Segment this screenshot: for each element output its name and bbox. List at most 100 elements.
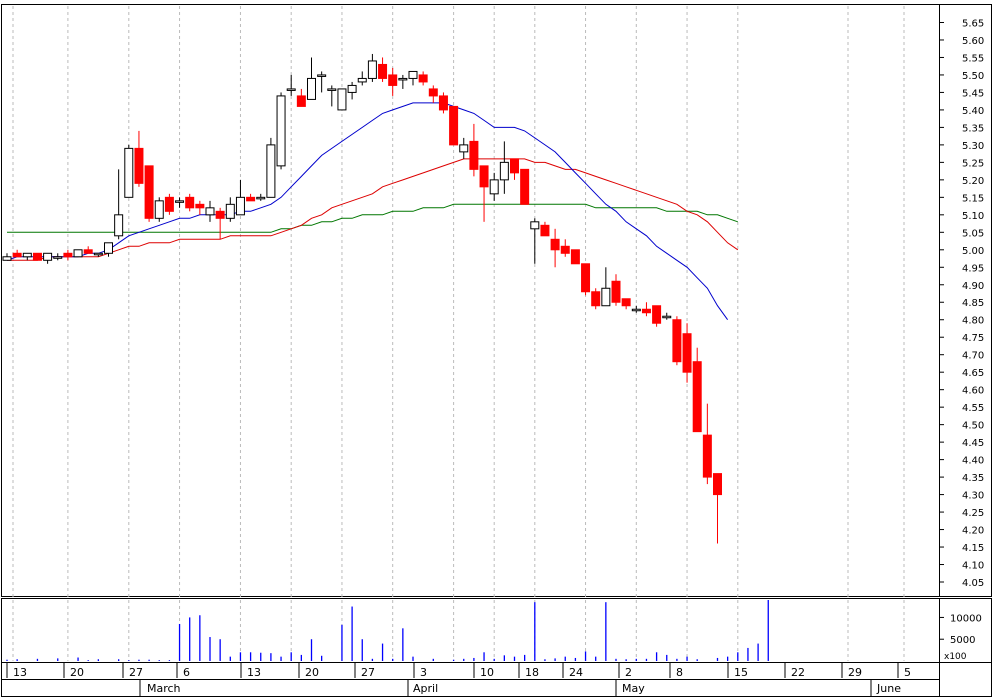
candle-body — [83, 249, 93, 254]
price-tick-label: 5.40 — [962, 106, 984, 117]
volume-tick-label: 5000 — [950, 635, 975, 646]
candle — [550, 228, 560, 268]
candle — [347, 81, 357, 100]
price-tick-label: 5.25 — [962, 158, 984, 169]
price-tick-label: 4.70 — [962, 351, 984, 362]
candle-body — [246, 196, 256, 202]
candle-body — [652, 305, 662, 324]
candle — [581, 263, 591, 296]
candle — [32, 252, 42, 261]
candle — [296, 88, 306, 107]
candle-body — [702, 434, 712, 478]
candle-body — [591, 291, 601, 307]
price-tick-label: 5.05 — [962, 228, 984, 239]
price-tick-label: 4.10 — [962, 561, 984, 572]
candle — [337, 88, 347, 111]
price-tick-label: 4.20 — [962, 526, 984, 537]
candle-body — [22, 252, 32, 258]
candle — [408, 70, 418, 86]
month-label: March — [147, 682, 181, 695]
month-label: May — [622, 682, 645, 695]
price-tick-label: 5.10 — [962, 211, 984, 222]
price-tick-label: 5.15 — [962, 193, 984, 204]
volume-bars — [6, 600, 769, 661]
candle — [256, 193, 266, 201]
candle-body — [479, 165, 489, 188]
candle-body — [570, 249, 580, 265]
day-label: 3 — [420, 666, 427, 679]
price-tick-label: 5.35 — [962, 123, 984, 134]
candle — [317, 71, 327, 93]
candle-body — [154, 200, 164, 219]
candle-body — [367, 60, 377, 79]
day-label: 8 — [676, 666, 683, 679]
candle — [652, 305, 662, 327]
candle-body — [378, 63, 388, 79]
candle — [469, 123, 479, 177]
candle-body — [63, 252, 73, 258]
candle — [499, 141, 509, 194]
candle-body — [164, 196, 174, 212]
candle — [418, 71, 428, 86]
day-label: 15 — [734, 666, 748, 679]
price-tick-label: 4.40 — [962, 456, 984, 467]
candle-body — [296, 95, 306, 107]
candle — [63, 249, 73, 261]
candle — [682, 323, 692, 383]
day-label: 18 — [525, 666, 539, 679]
candle-body — [428, 88, 438, 97]
candle-body — [641, 308, 651, 314]
candle — [83, 246, 93, 254]
candle-body — [185, 196, 195, 209]
day-label: 6 — [183, 666, 190, 679]
month-label: April — [413, 682, 438, 695]
moving-averages — [6, 102, 739, 320]
candle — [428, 85, 438, 103]
volume-axis-frame — [939, 598, 992, 663]
candle-body — [317, 74, 327, 77]
candle — [702, 403, 712, 485]
candle — [510, 158, 519, 180]
candle — [459, 137, 469, 159]
candle-body — [550, 238, 560, 251]
candle — [713, 473, 722, 544]
candle — [672, 316, 682, 366]
candle — [134, 130, 144, 187]
candle — [641, 302, 651, 317]
candle-body — [266, 144, 276, 198]
candle — [195, 200, 205, 215]
candle-body — [134, 147, 144, 184]
candle — [560, 239, 570, 257]
candle — [185, 193, 195, 212]
candle-body — [286, 88, 296, 91]
day-label: 13 — [13, 666, 27, 679]
candle — [489, 172, 499, 201]
candle-body — [611, 280, 621, 303]
volume-axis-labels: 10000 5000 — [939, 613, 982, 646]
price-tick-label: 5.55 — [962, 53, 984, 64]
candle — [235, 179, 245, 216]
candle — [246, 193, 256, 202]
candle — [398, 74, 408, 89]
candle-body — [510, 158, 519, 174]
candle-body — [357, 77, 367, 83]
candle-body — [469, 140, 479, 170]
volume-tick-label: 10000 — [950, 613, 982, 624]
candle — [73, 249, 83, 258]
candle-body — [93, 252, 103, 256]
candle-body — [449, 105, 459, 146]
candle — [449, 105, 459, 146]
candle — [479, 165, 489, 222]
day-label: 27 — [129, 666, 143, 679]
price-tick-label: 5.00 — [962, 246, 984, 257]
day-label: 22 — [791, 666, 805, 679]
candle — [276, 92, 286, 170]
candle-body — [12, 252, 22, 258]
candle-body — [540, 224, 550, 237]
day-label: 27 — [361, 666, 375, 679]
candle — [266, 137, 276, 198]
candle — [530, 218, 540, 264]
candle-body — [499, 161, 509, 181]
candle-body — [408, 70, 418, 79]
candle — [43, 252, 53, 264]
